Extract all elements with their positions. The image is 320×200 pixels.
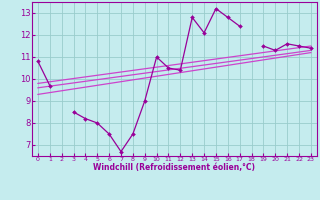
X-axis label: Windchill (Refroidissement éolien,°C): Windchill (Refroidissement éolien,°C)	[93, 163, 255, 172]
